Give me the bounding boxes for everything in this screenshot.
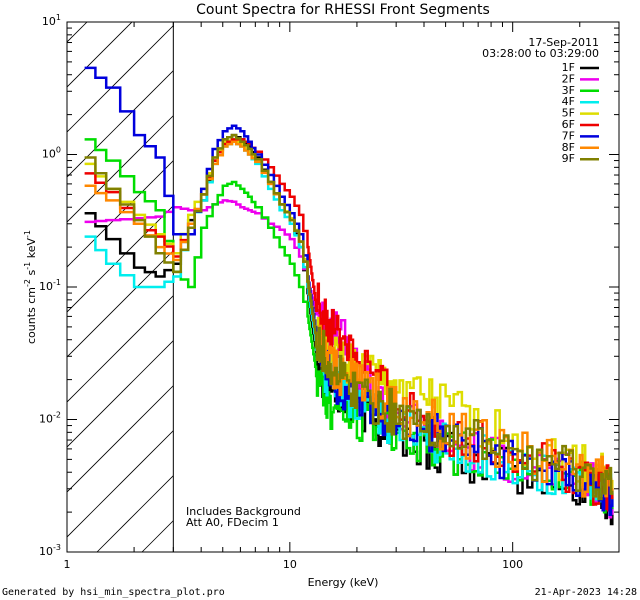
legend-label-1F: 1F xyxy=(562,61,575,74)
legend-label-9F: 9F xyxy=(562,152,575,165)
chart-title: Count Spectra for RHESSI Front Segments xyxy=(196,2,490,18)
legend-label-6F: 6F xyxy=(562,118,575,131)
x-axis-label: Energy (keV) xyxy=(308,576,379,589)
background-region-hatch xyxy=(0,0,619,552)
y-tick-label: 101 xyxy=(42,13,61,28)
series-line-9F xyxy=(84,133,614,501)
legend-label-8F: 8F xyxy=(562,141,575,154)
y-tick-label: 100 xyxy=(42,146,61,161)
x-tick-label: 100 xyxy=(502,558,523,571)
series-layer xyxy=(84,66,614,526)
date-label: 17-Sep-2011 xyxy=(528,36,599,49)
legend-label-3F: 3F xyxy=(562,84,575,97)
legend-label-5F: 5F xyxy=(562,107,575,120)
note-attenuator: Att A0, FDecim 1 xyxy=(186,516,279,529)
hatch-mask xyxy=(173,22,619,552)
y-axis-label: counts cm-2 s-1 keV-1 xyxy=(23,230,38,344)
hatch-line xyxy=(67,22,178,133)
x-tick-label: 10 xyxy=(283,558,297,571)
note-background: Includes Background xyxy=(186,505,301,518)
y-tick-label: 10-3 xyxy=(39,543,61,558)
hatch-line xyxy=(67,22,133,88)
footer-right: 21-Apr-2023 14:28 xyxy=(535,587,637,598)
legend-label-7F: 7F xyxy=(562,129,575,142)
hatch-line xyxy=(0,0,112,552)
axes: 1 10 100 10-3 10-2 10-1 100 101 xyxy=(39,13,620,571)
y-tick-label: 10-1 xyxy=(39,278,61,293)
y-tick-label: 10-2 xyxy=(39,411,61,426)
legend-label-4F: 4F xyxy=(562,95,575,108)
legend-label-2F: 2F xyxy=(562,72,575,85)
time-range-label: 03:28:00 to 03:29:00 xyxy=(482,47,599,60)
footer-left: Generated by hsi_min_spectra_plot.pro xyxy=(2,587,225,598)
x-tick-label: 1 xyxy=(64,558,71,571)
